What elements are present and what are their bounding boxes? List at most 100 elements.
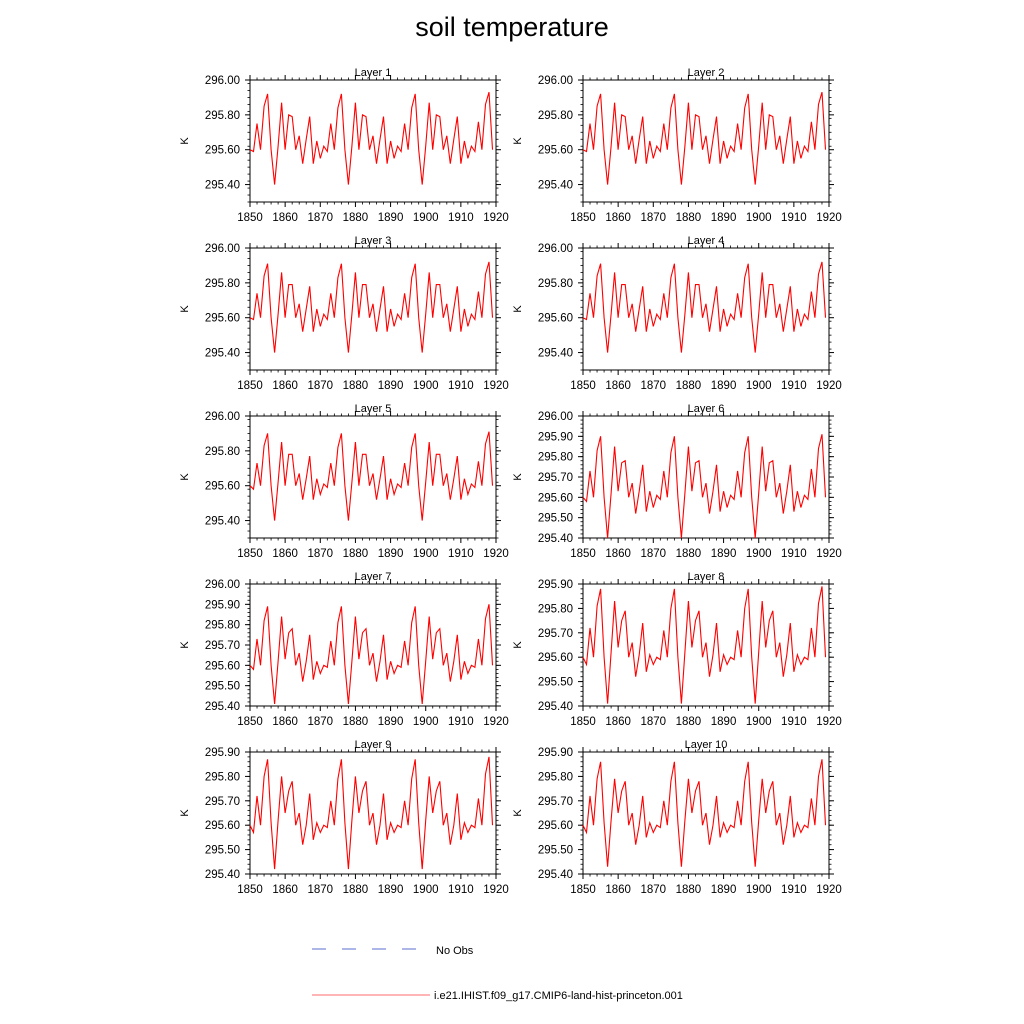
x-tick-label: 1910	[448, 212, 474, 224]
y-tick-label: 295.80	[538, 110, 573, 122]
x-tick-label: 1910	[781, 548, 807, 560]
y-tick-label: 295.60	[538, 820, 573, 832]
y-tick-label: 295.60	[538, 652, 573, 664]
x-tick-label: 1890	[711, 716, 737, 728]
series-line	[249, 92, 494, 185]
panels-group: Layer 1 K 1850 1860 1870 1880 1890 1900 1910 1920…	[179, 67, 842, 896]
panel-layer-10: Layer 10 K 1850 1860 1870 1880 1890 1900 1910 192…	[512, 739, 842, 896]
x-tick-label: 1870	[307, 884, 333, 896]
y-tick-label: 295.40	[538, 869, 573, 881]
x-tick-label: 1850	[570, 884, 596, 896]
x-tick-label: 1860	[605, 548, 631, 560]
x-tick-label: 1850	[237, 884, 263, 896]
x-tick-label: 1880	[676, 212, 702, 224]
x-tick-label: 1860	[272, 884, 298, 896]
y-tick-label: 295.40	[205, 869, 240, 881]
y-tick-label: 295.40	[538, 348, 573, 360]
y-tick-label: 295.80	[205, 771, 240, 783]
panel-title: Layer 2	[688, 67, 725, 79]
x-tick-label: 1870	[307, 380, 333, 392]
x-tick-label: 1890	[378, 548, 404, 560]
x-tick-label: 1900	[746, 212, 772, 224]
panel-frame	[582, 751, 830, 875]
panel-frame	[582, 247, 830, 371]
y-tick-label: 296.00	[205, 75, 240, 87]
panel-title: Layer 4	[688, 235, 725, 247]
panel-ylabel: K	[512, 641, 524, 649]
x-tick-label: 1870	[640, 716, 666, 728]
panel-frame	[249, 751, 497, 875]
x-tick-label: 1890	[711, 380, 737, 392]
x-tick-label: 1920	[483, 884, 509, 896]
y-tick-label: 295.60	[205, 820, 240, 832]
panel-layer-4: Layer 4 K 1850 1860 1870 1880 1890 1900 1910 1920…	[512, 235, 842, 392]
y-tick-label: 295.60	[538, 145, 573, 157]
y-tick-label: 295.40	[538, 180, 573, 192]
panel-title: Layer 5	[355, 403, 392, 415]
y-tick-label: 295.50	[538, 845, 573, 857]
y-tick-label: 295.50	[205, 681, 240, 693]
y-tick-label: 295.40	[538, 533, 573, 545]
y-tick-label: 295.40	[205, 701, 240, 713]
panel-layer-6: Layer 6 K 1850 1860 1870 1880 1890 1900 1910 1920…	[512, 403, 842, 560]
x-tick-label: 1860	[605, 716, 631, 728]
series-line	[249, 604, 494, 705]
x-tick-label: 1860	[272, 380, 298, 392]
panel-title: Layer 3	[355, 235, 392, 247]
series-line	[249, 261, 494, 353]
x-tick-label: 1910	[448, 716, 474, 728]
legend-model-label: i.e21.IHIST.f09_g17.CMIP6-land-hist-prin…	[434, 990, 683, 1002]
series-line	[582, 586, 827, 704]
panel-title: Layer 6	[688, 403, 725, 415]
x-tick-label: 1870	[640, 212, 666, 224]
x-tick-label: 1920	[816, 380, 842, 392]
panel-title: Layer 10	[685, 739, 728, 751]
x-tick-label: 1890	[378, 380, 404, 392]
y-tick-label: 295.80	[538, 603, 573, 615]
y-tick-label: 296.00	[538, 75, 573, 87]
x-tick-label: 1890	[378, 716, 404, 728]
panel-layer-2: Layer 2 K 1850 1860 1870 1880 1890 1900 1910 1920…	[512, 67, 842, 224]
x-tick-label: 1900	[413, 884, 439, 896]
panel-layer-8: Layer 8 K 1850 1860 1870 1880 1890 1900 1910 1920…	[512, 571, 842, 728]
y-tick-label: 295.90	[538, 431, 573, 443]
x-tick-label: 1920	[483, 212, 509, 224]
y-tick-label: 295.80	[205, 446, 240, 458]
x-tick-label: 1870	[640, 548, 666, 560]
x-tick-label: 1900	[746, 884, 772, 896]
panel-frame	[582, 583, 830, 707]
series-line	[582, 759, 827, 867]
y-tick-label: 295.60	[205, 481, 240, 493]
x-tick-label: 1890	[378, 884, 404, 896]
panel-layer-5: Layer 5 K 1850 1860 1870 1880 1890 1900 1910 1920…	[179, 403, 509, 560]
series-line	[249, 756, 494, 870]
panel-layer-7: Layer 7 K 1850 1860 1870 1880 1890 1900 1910 1920…	[179, 571, 509, 728]
panel-title: Layer 7	[355, 571, 392, 583]
x-tick-label: 1910	[448, 884, 474, 896]
x-tick-label: 1870	[307, 716, 333, 728]
panel-title: Layer 8	[688, 571, 725, 583]
y-tick-label: 296.00	[205, 411, 240, 423]
y-tick-label: 295.80	[538, 278, 573, 290]
y-tick-label: 295.90	[538, 579, 573, 591]
x-tick-label: 1910	[781, 884, 807, 896]
y-tick-label: 296.00	[205, 243, 240, 255]
x-tick-label: 1880	[676, 884, 702, 896]
series-line	[582, 434, 827, 539]
y-tick-label: 295.60	[205, 313, 240, 325]
x-tick-label: 1850	[237, 380, 263, 392]
panel-frame	[582, 79, 830, 203]
y-tick-label: 295.60	[205, 145, 240, 157]
figure-title: soil temperature	[415, 12, 609, 42]
x-tick-label: 1920	[816, 548, 842, 560]
x-tick-label: 1850	[570, 212, 596, 224]
x-tick-label: 1910	[781, 212, 807, 224]
x-tick-label: 1880	[343, 548, 369, 560]
panel-ylabel: K	[512, 305, 524, 313]
x-tick-label: 1860	[272, 548, 298, 560]
x-tick-label: 1890	[711, 884, 737, 896]
y-tick-label: 295.40	[205, 348, 240, 360]
x-tick-label: 1900	[413, 380, 439, 392]
x-tick-label: 1900	[413, 212, 439, 224]
panel-frame	[249, 247, 497, 371]
